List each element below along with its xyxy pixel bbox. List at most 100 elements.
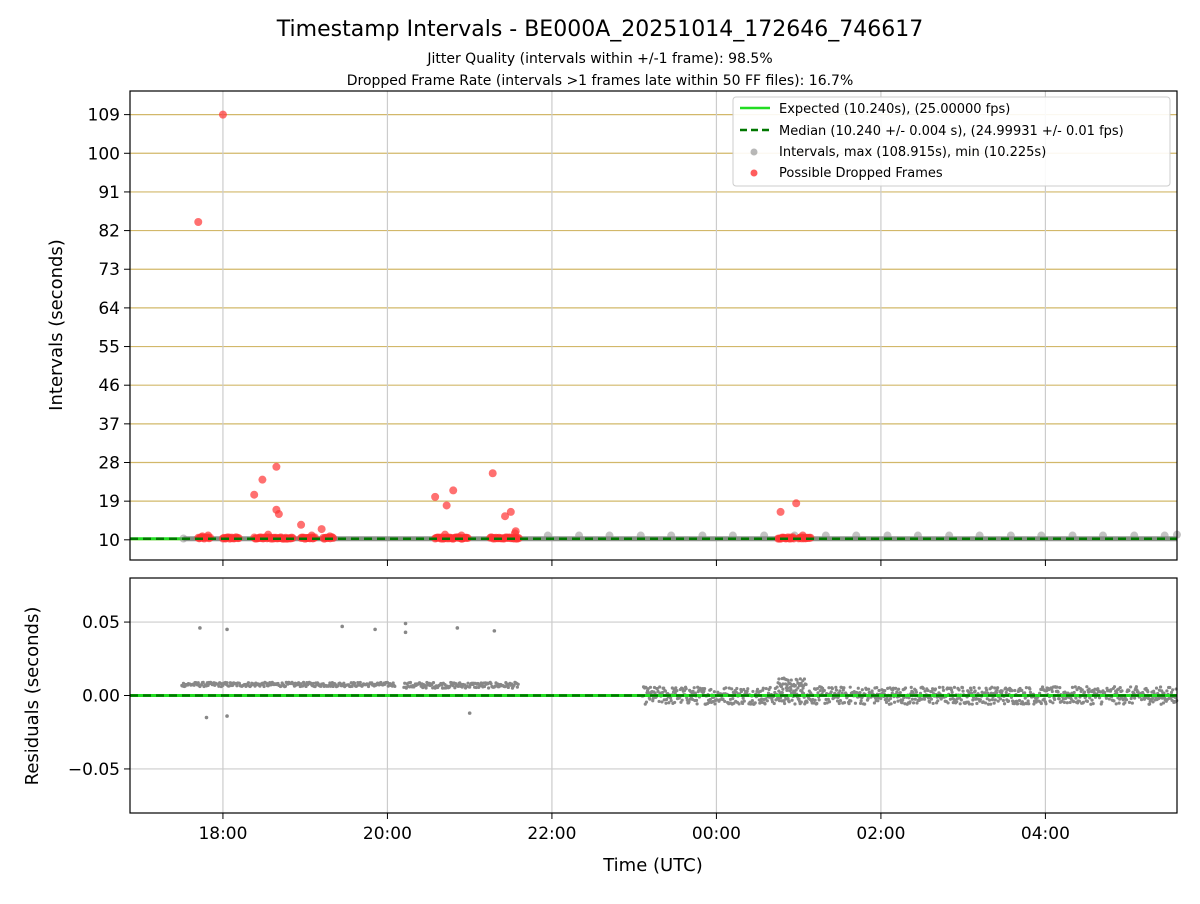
residual-point [1027, 702, 1031, 706]
residual-point [796, 686, 800, 690]
residual-point [798, 677, 802, 681]
residuals-xtick-label: 04:00 [1021, 824, 1070, 844]
residual-point [755, 687, 760, 691]
residual-outlier-point [403, 630, 408, 635]
residual-point [817, 698, 821, 702]
residual-point [1058, 685, 1062, 690]
residual-point [847, 702, 851, 706]
residuals-xtick-label: 00:00 [692, 824, 741, 844]
residual-point [777, 677, 781, 681]
residual-point [1134, 685, 1138, 689]
residual-point [1086, 690, 1091, 694]
residual-point [1085, 685, 1089, 689]
residual-point [1115, 691, 1119, 695]
residual-point [877, 688, 881, 693]
residual-point [1127, 689, 1131, 693]
residual-point [996, 686, 1000, 690]
residual-outlier-point [204, 715, 209, 720]
residual-point [957, 688, 961, 692]
dropped-frame-point [250, 490, 259, 499]
residual-point [673, 700, 677, 705]
residual-point [994, 691, 999, 695]
residuals-ytick-label: 0.00 [82, 687, 120, 707]
residual-point [787, 700, 791, 704]
residual-point [960, 685, 965, 690]
residual-point [456, 684, 460, 688]
residual-point [1158, 685, 1163, 689]
intervals-ytick-label: 64 [98, 299, 120, 319]
residual-point [884, 700, 889, 704]
residuals-xtick-label: 22:00 [527, 824, 576, 844]
residual-point [1117, 701, 1121, 705]
residual-point [393, 684, 397, 688]
residual-point [786, 678, 790, 682]
residual-point [936, 699, 940, 703]
residual-point [664, 697, 669, 702]
residual-point [311, 681, 316, 686]
residual-point [837, 701, 841, 706]
residual-point [1114, 702, 1118, 706]
residual-point [967, 702, 972, 706]
residual-point [950, 690, 954, 695]
intervals-frame [129, 90, 1178, 561]
residual-point [830, 686, 834, 691]
residual-point [838, 689, 842, 693]
dropped-frame-point [317, 525, 326, 534]
residual-point [901, 698, 905, 702]
residual-point [694, 698, 699, 702]
residual-point [928, 700, 932, 704]
residual-point [993, 686, 997, 690]
residual-point [669, 696, 673, 700]
residual-point [801, 686, 805, 690]
residual-point [431, 681, 436, 685]
interval-point [667, 531, 676, 540]
residual-point [1136, 690, 1140, 694]
residual-point [996, 699, 1000, 703]
residual-point [1016, 702, 1020, 706]
residual-point [900, 701, 904, 705]
residual-point [1112, 699, 1116, 703]
residual-point [225, 681, 229, 685]
residual-point [506, 685, 510, 690]
residual-point [977, 686, 981, 690]
residual-point [1133, 696, 1137, 700]
residual-point [1040, 685, 1045, 689]
residual-point [1123, 701, 1127, 705]
residual-point [961, 689, 965, 693]
residual-point [777, 699, 782, 703]
residual-point [970, 702, 974, 706]
residual-point [424, 686, 428, 690]
residual-point [903, 686, 908, 690]
residual-point [496, 682, 500, 686]
residual-point [780, 691, 784, 695]
residual-point [818, 688, 822, 693]
residual-point [721, 697, 725, 701]
residual-point [853, 701, 858, 705]
residual-point [1165, 689, 1169, 693]
residual-point [489, 682, 493, 686]
dropped-frame-point [441, 530, 450, 539]
legend-dropped-label: Possible Dropped Frames [779, 166, 943, 181]
residual-point [911, 701, 916, 705]
residual-point [1053, 697, 1057, 702]
residual-point [1024, 686, 1029, 690]
intervals-ytick-label: 100 [88, 144, 120, 164]
intervals-xticks [222, 560, 1046, 566]
residual-point [1087, 687, 1091, 691]
residual-point [1169, 690, 1174, 695]
residual-point [453, 686, 457, 690]
residual-point [746, 687, 750, 691]
residual-point [797, 684, 802, 688]
residual-point [863, 702, 867, 706]
residual-point [708, 697, 712, 702]
residual-point [793, 702, 797, 706]
residual-point [662, 686, 666, 690]
residual-point [1002, 702, 1007, 706]
interval-point [760, 531, 769, 540]
residual-point [707, 700, 711, 704]
residual-point [896, 687, 901, 691]
residual-point [1080, 688, 1084, 692]
residual-point [889, 702, 893, 706]
intervals-ytick-label: 73 [98, 260, 120, 280]
